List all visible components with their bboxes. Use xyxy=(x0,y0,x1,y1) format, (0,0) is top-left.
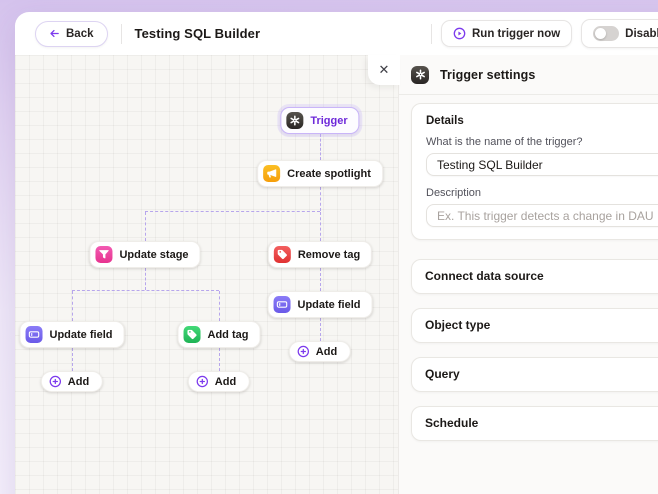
connector xyxy=(219,348,220,371)
section-object-type[interactable]: Object type xyxy=(411,308,658,343)
gear-icon xyxy=(286,112,304,129)
plus-circle-icon xyxy=(196,375,209,388)
back-label: Back xyxy=(66,27,94,40)
connector xyxy=(145,268,146,290)
add-label: Add xyxy=(214,375,237,388)
connector xyxy=(145,211,320,212)
tag-icon xyxy=(273,246,291,263)
node-label: Update field xyxy=(49,328,113,341)
node-label: Trigger xyxy=(310,114,348,127)
trigger-name-input[interactable] xyxy=(426,153,658,176)
close-icon: ✕ xyxy=(378,62,390,77)
workflow-canvas[interactable]: Trigger Create spotlight Update stage Re… xyxy=(15,55,398,494)
funnel-icon xyxy=(95,246,113,263)
input-field-icon xyxy=(273,296,291,313)
add-step-button[interactable]: Add xyxy=(40,371,104,392)
node-label: Create spotlight xyxy=(287,167,371,180)
add-label: Add xyxy=(315,345,338,358)
toggle-off-switch[interactable] xyxy=(593,26,620,41)
run-trigger-button[interactable]: Run trigger now xyxy=(441,20,573,47)
node-label: Update stage xyxy=(119,248,189,261)
connector xyxy=(145,212,146,241)
back-button[interactable]: Back xyxy=(35,20,108,47)
top-bar: Back Testing SQL Builder Run trigger now… xyxy=(15,12,658,55)
connector xyxy=(72,348,73,371)
node-update-field-right[interactable]: Update field xyxy=(267,291,373,318)
connector xyxy=(320,268,321,291)
node-add-tag[interactable]: Add tag xyxy=(177,321,261,348)
node-update-stage[interactable]: Update stage xyxy=(89,241,201,268)
plus-circle-icon xyxy=(49,375,62,388)
node-label: Remove tag xyxy=(297,248,361,261)
section-schedule[interactable]: Schedule xyxy=(411,406,658,441)
divider xyxy=(431,23,432,44)
run-trigger-label: Run trigger now xyxy=(472,27,561,40)
section-title: Connect data source xyxy=(425,269,544,283)
connector xyxy=(72,291,73,321)
node-label: Update field xyxy=(297,298,361,311)
trigger-settings-panel: ✕ Trigger settings Details What is the n… xyxy=(368,55,658,494)
connector xyxy=(320,212,321,241)
section-query[interactable]: Query xyxy=(411,357,658,392)
page-title: Testing SQL Builder xyxy=(134,26,261,41)
close-panel-button[interactable]: ✕ xyxy=(368,55,400,85)
node-remove-tag[interactable]: Remove tag xyxy=(267,241,373,268)
play-circle-icon xyxy=(453,27,466,40)
description-field-label: Description xyxy=(426,187,482,199)
tag-icon xyxy=(183,326,201,343)
node-label: Add tag xyxy=(207,328,249,341)
details-heading: Details xyxy=(426,115,464,127)
details-card: Details What is the name of the trigger?… xyxy=(411,103,658,240)
connector xyxy=(219,291,220,321)
arrow-left-icon xyxy=(49,28,60,39)
collapsed-sections: Connect data source Object type Query Sc… xyxy=(399,259,658,441)
panel-header: Trigger settings xyxy=(399,55,658,95)
section-title: Object type xyxy=(425,318,491,332)
node-update-field-left[interactable]: Update field xyxy=(19,321,125,348)
name-field-label: What is the name of the trigger? xyxy=(426,136,583,148)
connector xyxy=(72,290,219,291)
add-step-button[interactable]: Add xyxy=(187,371,251,392)
panel-title: Trigger settings xyxy=(440,67,536,82)
add-step-button[interactable]: Add xyxy=(288,341,352,362)
node-create-spotlight[interactable]: Create spotlight xyxy=(257,160,383,187)
divider xyxy=(120,23,122,44)
add-label: Add xyxy=(67,375,90,388)
connector xyxy=(320,187,321,211)
megaphone-icon xyxy=(263,165,281,182)
trigger-description-input[interactable] xyxy=(426,204,658,227)
disabled-label: Disabled xyxy=(625,27,658,40)
section-connect-data-source[interactable]: Connect data source xyxy=(411,259,658,294)
section-title: Query xyxy=(425,367,460,381)
node-trigger[interactable]: Trigger xyxy=(280,107,360,134)
disabled-toggle-button[interactable]: Disabled xyxy=(581,19,658,48)
app-window: Back Testing SQL Builder Run trigger now… xyxy=(15,12,658,494)
connector xyxy=(320,318,321,341)
plus-circle-icon xyxy=(297,345,310,358)
connector xyxy=(320,134,321,160)
input-field-icon xyxy=(25,326,43,343)
gear-icon xyxy=(411,65,429,84)
section-title: Schedule xyxy=(425,416,479,430)
